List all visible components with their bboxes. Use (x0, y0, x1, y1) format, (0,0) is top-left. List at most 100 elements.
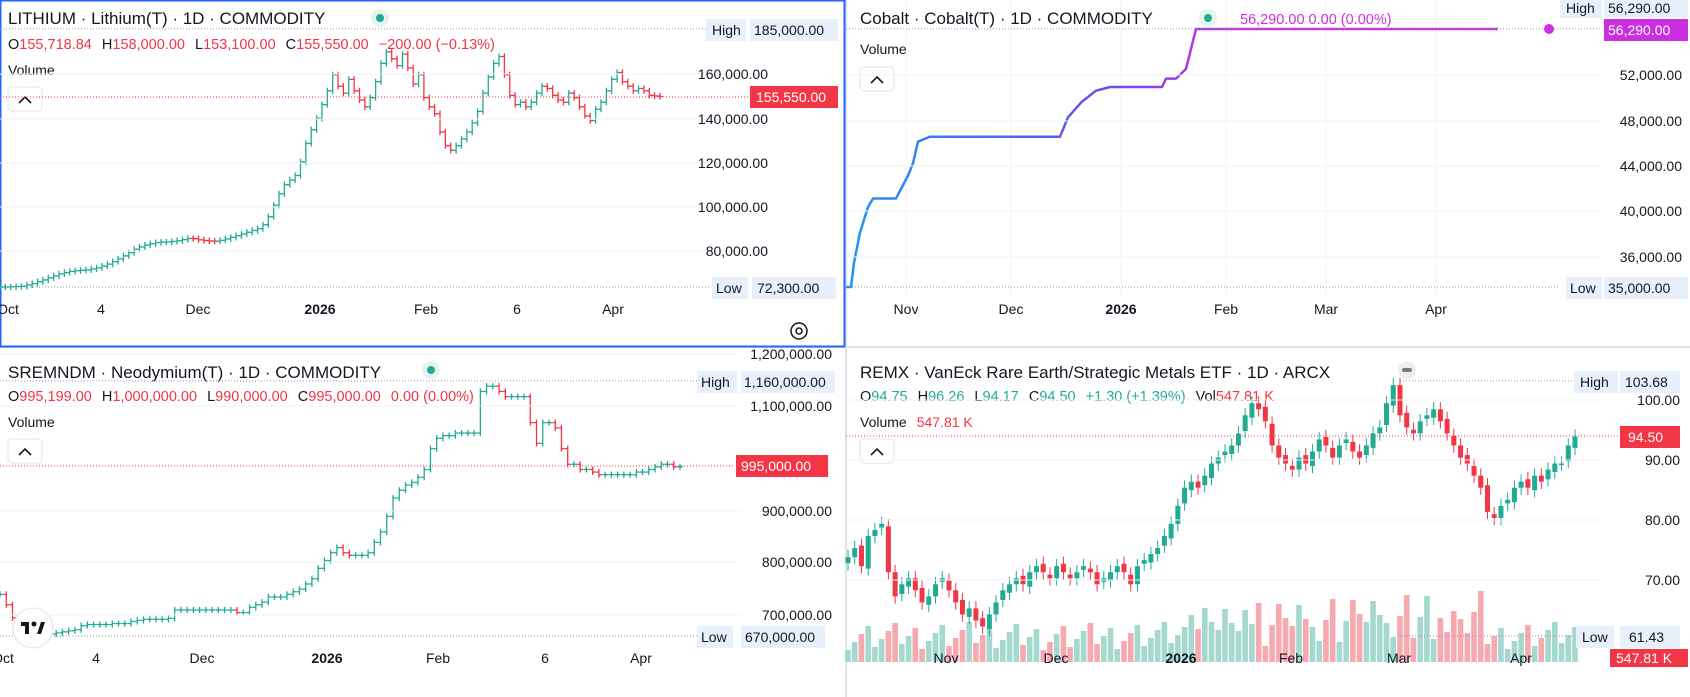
ohlc-bar (221, 606, 228, 614)
candle (953, 583, 959, 610)
ohlc-bar (238, 231, 245, 239)
candle (1269, 416, 1275, 453)
gear-icon[interactable] (790, 322, 808, 340)
remx-time-axis[interactable]: Nov Dec 2026 Feb Mar Apr (934, 650, 1533, 666)
ohlc-bar (657, 92, 663, 100)
candle (1195, 474, 1201, 495)
candle (993, 595, 999, 622)
collapse-button[interactable] (859, 66, 895, 92)
volume-bar (1302, 619, 1309, 662)
lithium-low-value: 72,300.00 (757, 280, 819, 296)
candle (1040, 556, 1046, 580)
ohlc-bar (627, 471, 634, 478)
volume-bar (932, 633, 939, 662)
candle (852, 540, 858, 565)
candle (1336, 438, 1342, 465)
volume-bar (1484, 644, 1491, 662)
candle (885, 519, 891, 580)
ohlc-bar (619, 69, 626, 85)
ohlc-bar (3, 591, 10, 608)
candle (1121, 556, 1127, 580)
volume-bar (919, 649, 925, 662)
collapse-button[interactable] (859, 438, 895, 464)
candle (1424, 408, 1430, 427)
remx-price-axis[interactable]: 100.00 90.00 80.00 70.00 (846, 392, 1680, 588)
volume-bar (1121, 641, 1127, 662)
volume-bar (986, 627, 993, 662)
ohlc-bar (146, 616, 153, 623)
ohlc-bar (399, 51, 406, 69)
ohlc-bar (246, 604, 253, 616)
ohlc-bar (286, 176, 293, 188)
pane-lithium[interactable]: LITHIUM · Lithium(T) · 1D · COMMODITY O1… (0, 9, 838, 340)
volume-bar (1208, 622, 1215, 662)
collapse-button[interactable] (7, 438, 43, 464)
ohlc-bar (82, 266, 89, 274)
candle (1316, 432, 1322, 459)
cobalt-high-value: 56,290.00 (1608, 0, 1670, 16)
ohlc-bar (202, 606, 209, 614)
volume-bar (925, 641, 932, 662)
ohlc-bar (292, 172, 299, 184)
tradingview-logo-icon[interactable] (12, 607, 54, 649)
collapse-button[interactable] (7, 86, 43, 112)
candle (1464, 447, 1470, 471)
neodymium-time-axis[interactable]: Oct 4 Dec 2026 Feb 6 Apr (0, 650, 652, 666)
volume-bar (1094, 644, 1100, 662)
volume-bar (1276, 604, 1282, 662)
ohlc-bar (243, 229, 250, 238)
candle (919, 580, 925, 610)
volume-bar (1262, 646, 1269, 662)
candle (1000, 583, 1006, 608)
ohlc-bar (633, 469, 640, 478)
remx-volume-label: Volume 547.81 K (860, 414, 973, 430)
cobalt-price-axis[interactable]: 52,000.00 48,000.00 44,000.00 40,000.00 36,0… (846, 67, 1682, 265)
pane-remx[interactable]: REMX · VanEck Rare Earth/Strategic Metal… (845, 361, 1688, 667)
ohlc-bar (98, 263, 105, 271)
ohlc-bar (589, 466, 596, 476)
ohlc-bar (522, 99, 529, 110)
candle (959, 592, 965, 622)
volume-bar (1329, 599, 1336, 662)
ohlc-bar (485, 73, 492, 97)
ohlc-bar (533, 419, 540, 447)
ohlc-bar (59, 628, 66, 636)
candle (1235, 426, 1241, 453)
candle (1451, 428, 1457, 453)
volume-bar (1356, 614, 1363, 662)
x-tick-label: Mar (1387, 650, 1411, 666)
volume-bar (1020, 645, 1026, 662)
candle (892, 564, 898, 604)
candle (926, 589, 932, 613)
ohlc-bar (179, 236, 186, 244)
lithium-bars (0, 48, 663, 291)
cobalt-time-axis[interactable]: Nov Dec 2026 Feb Mar Apr (894, 301, 1448, 317)
ohlc-bar (346, 549, 353, 559)
volume-bar (1545, 630, 1551, 662)
lithium-low-label: Low (716, 280, 743, 296)
pane-neodymium[interactable]: SREMNDM · Neodymium(T) · 1D · COMMODITY … (0, 346, 835, 666)
ohlc-bar (159, 616, 166, 623)
neodymium-price-axis[interactable]: 1,200,000.00 1,100,000.00 900,000.00 800,00… (0, 346, 832, 623)
volume-bar (1080, 631, 1087, 662)
ohlc-bar (165, 615, 172, 623)
ohlc-bar (259, 599, 266, 608)
ohlc-bar (177, 606, 184, 614)
ohlc-bar (134, 617, 141, 625)
volume-bar (1168, 643, 1174, 662)
volume-bar (1518, 633, 1524, 662)
lithium-time-axis[interactable]: Oct 4 Dec 2026 Feb 6 Apr (0, 301, 624, 317)
candle (1249, 395, 1255, 425)
lithium-price-axis[interactable]: 160,000.00 140,000.00 120,000.00 100,000.00… (0, 66, 768, 259)
ohlc-bar (327, 549, 334, 564)
ohlc-bar (196, 606, 203, 614)
pane-cobalt[interactable]: Cobalt · Cobalt(T) · 1D · COMMODITY 56,2… (846, 0, 1688, 317)
ohlc-bar (190, 606, 197, 614)
ohlc-bar (190, 235, 197, 242)
candle (1444, 411, 1450, 441)
lithium-high-value: 185,000.00 (754, 22, 824, 38)
ohlc-bar (318, 101, 325, 122)
ohlc-bar (313, 115, 320, 133)
neodymium-bars (0, 383, 683, 640)
